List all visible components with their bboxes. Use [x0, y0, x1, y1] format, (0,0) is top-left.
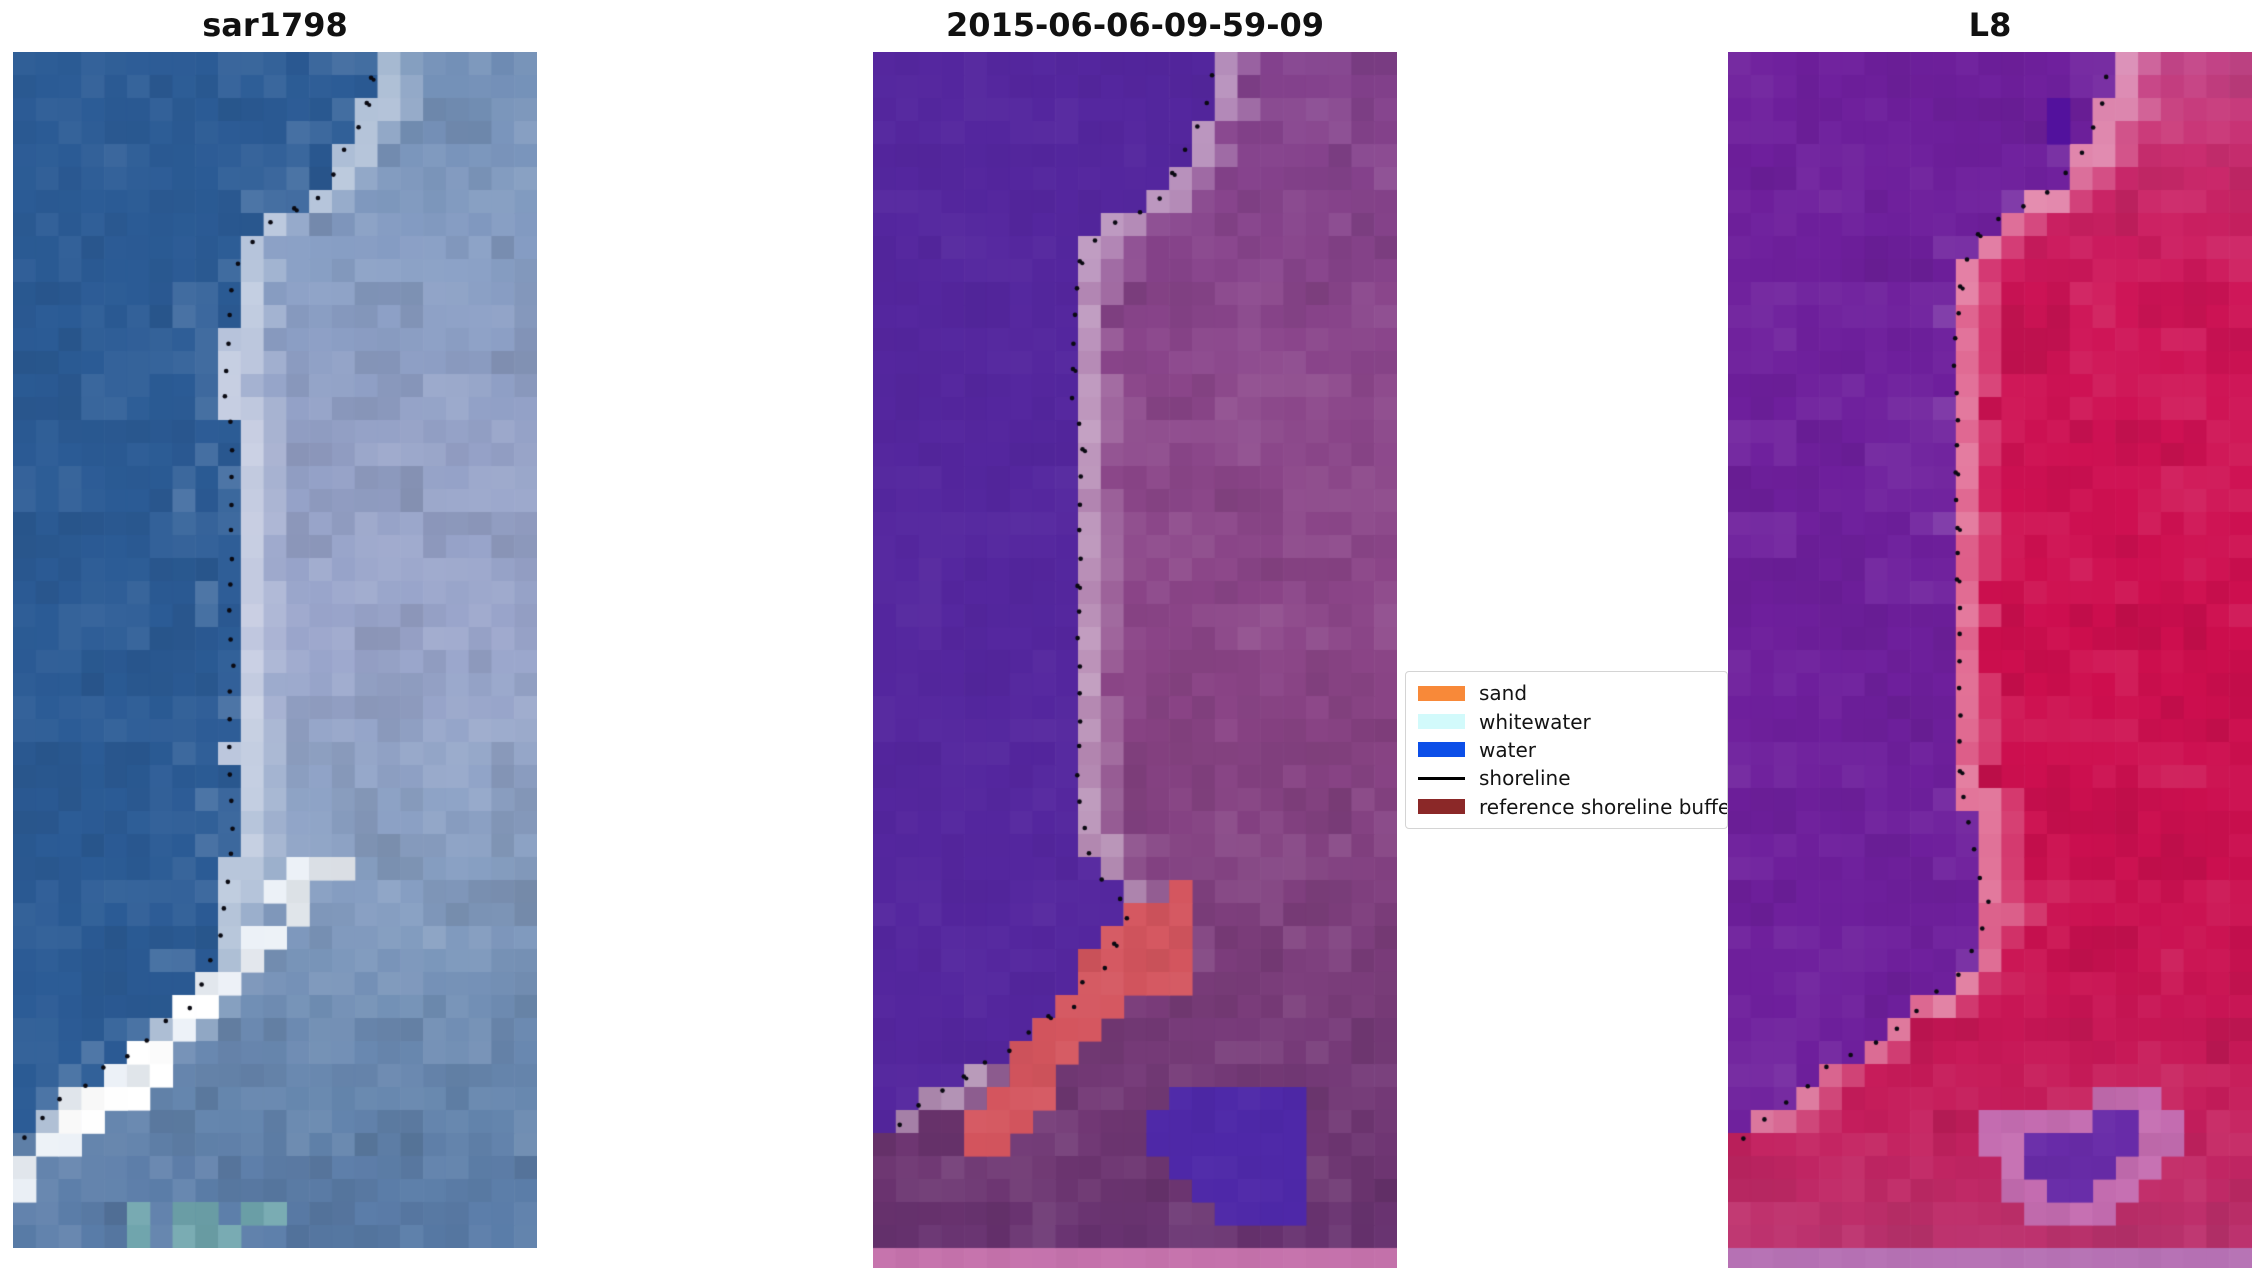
legend-box: sand whitewater water shoreline reference sh…: [1405, 671, 1728, 829]
legend-item-shoreline: shoreline: [1418, 766, 1727, 790]
legend-swatch-reference-shoreline-buffer: [1418, 799, 1465, 815]
legend-label-water: water: [1479, 737, 1536, 762]
panel-title-l8: L8: [1968, 6, 2012, 44]
legend-label-reference-shoreline-buffer: reference shoreline buffer: [1479, 794, 1728, 819]
sar-image-panel: [13, 52, 537, 1248]
legend-item-sand: sand: [1418, 681, 1727, 705]
legend-item-reference-shoreline-buffer: reference shoreline buffer: [1418, 795, 1727, 819]
legend-swatch-shoreline: [1418, 776, 1465, 780]
legend-label-shoreline: shoreline: [1479, 766, 1571, 791]
classified-image-panel: [873, 52, 1397, 1268]
legend-label-whitewater: whitewater: [1479, 709, 1591, 734]
legend-label-sand: sand: [1479, 681, 1528, 706]
legend-swatch-whitewater: [1418, 714, 1465, 730]
legend-item-whitewater: whitewater: [1418, 710, 1727, 734]
panel-title-date: 2015-06-06-09-59-09: [945, 6, 1325, 44]
legend-swatch-sand: [1418, 685, 1465, 701]
legend-swatch-water: [1418, 742, 1465, 758]
panel-title-sar: sar1798: [202, 6, 348, 44]
legend-item-water: water: [1418, 738, 1727, 762]
l8-image-panel: [1728, 52, 2252, 1268]
